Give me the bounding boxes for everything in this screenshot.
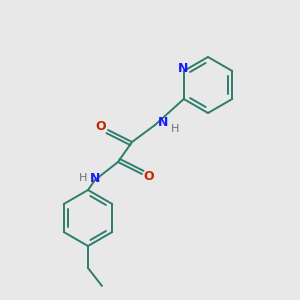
Text: O: O: [144, 170, 154, 184]
Text: N: N: [178, 62, 188, 76]
Text: O: O: [96, 119, 106, 133]
Text: N: N: [90, 172, 100, 184]
Text: H: H: [79, 173, 87, 183]
Text: N: N: [158, 116, 168, 130]
Text: H: H: [171, 124, 179, 134]
